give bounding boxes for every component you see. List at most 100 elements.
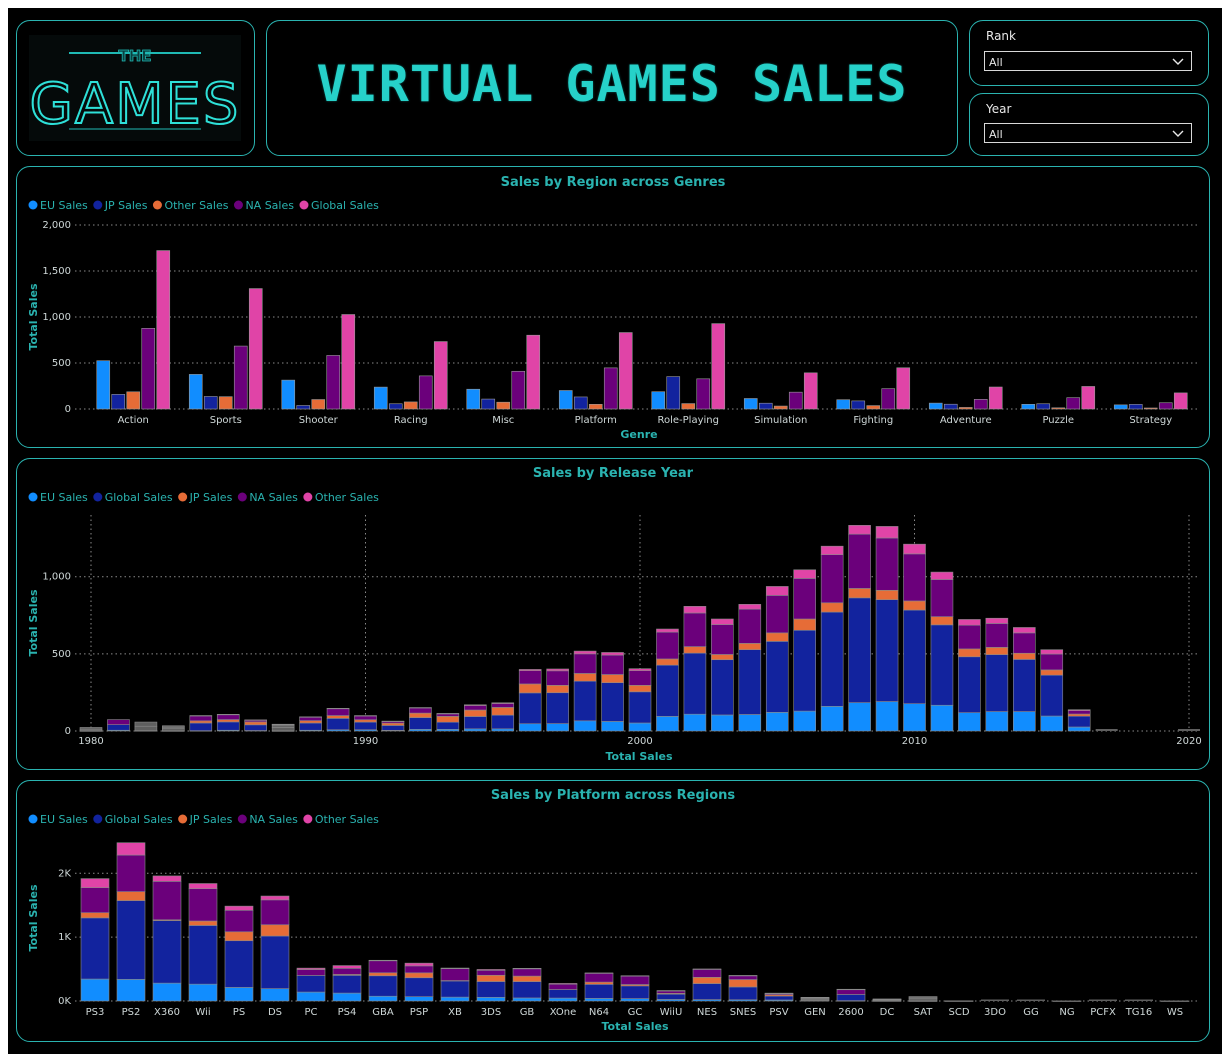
bar-segment[interactable] — [107, 724, 130, 731]
bar-segment[interactable] — [80, 912, 110, 919]
bar-segment[interactable] — [683, 713, 707, 732]
bar-segment[interactable] — [152, 875, 182, 882]
bar-segment[interactable] — [152, 881, 182, 921]
bar-segment[interactable] — [573, 720, 597, 732]
bar-segment[interactable] — [584, 972, 614, 974]
bar-segment[interactable] — [1012, 711, 1036, 732]
bar-segment[interactable] — [584, 998, 614, 1002]
bar[interactable] — [896, 367, 911, 410]
bar[interactable] — [1017, 999, 1045, 1002]
bar-segment[interactable] — [354, 719, 377, 723]
legend-marker[interactable] — [93, 492, 103, 502]
bar-segment[interactable] — [765, 586, 789, 596]
bar-segment[interactable] — [440, 968, 470, 981]
legend-label[interactable]: Global Sales — [105, 813, 173, 826]
bar-segment[interactable] — [224, 909, 254, 933]
bar[interactable] — [958, 407, 973, 410]
bar-segment[interactable] — [409, 717, 432, 730]
bar-segment[interactable] — [601, 652, 624, 656]
bar[interactable] — [418, 375, 433, 410]
bar-segment[interactable] — [985, 711, 1009, 732]
bar[interactable] — [281, 379, 296, 410]
bar-segment[interactable] — [958, 648, 981, 658]
bar-segment[interactable] — [985, 617, 1009, 624]
bar-segment[interactable] — [80, 978, 110, 1002]
bar-segment[interactable] — [381, 720, 405, 722]
bar-segment[interactable] — [436, 716, 460, 723]
bar-segment[interactable] — [738, 714, 762, 732]
bar[interactable] — [96, 360, 111, 410]
bar-segment[interactable] — [875, 589, 899, 601]
bar-segment[interactable] — [765, 712, 789, 732]
bar-segment[interactable] — [368, 972, 398, 977]
bar[interactable] — [1051, 407, 1066, 410]
bar-segment[interactable] — [332, 965, 362, 969]
bar-segment[interactable] — [1012, 652, 1036, 660]
bar-segment[interactable] — [440, 967, 470, 969]
legend-marker[interactable] — [28, 814, 38, 824]
legend-label[interactable]: JP Sales — [189, 813, 233, 826]
bar[interactable] — [773, 405, 788, 410]
year-dropdown[interactable]: All — [984, 123, 1192, 143]
bar-segment[interactable] — [1040, 669, 1064, 676]
bar-segment[interactable] — [848, 588, 871, 599]
bar-segment[interactable] — [1160, 1000, 1190, 1002]
legend-label[interactable]: Global Sales — [105, 491, 173, 504]
bar-segment[interactable] — [1012, 659, 1036, 712]
bar-segment[interactable] — [260, 924, 290, 937]
bar-segment[interactable] — [224, 905, 254, 911]
bar[interactable] — [388, 403, 403, 410]
bar-segment[interactable] — [271, 727, 295, 732]
bar-segment[interactable] — [491, 703, 515, 708]
bar-segment[interactable] — [381, 725, 405, 731]
bar-segment[interactable] — [620, 975, 650, 985]
bar-segment[interactable] — [836, 989, 866, 995]
bar-segment[interactable] — [80, 878, 110, 888]
bar-segment[interactable] — [162, 725, 185, 728]
bar-segment[interactable] — [601, 674, 624, 684]
bar-segment[interactable] — [512, 968, 542, 977]
bar-segment[interactable] — [1040, 653, 1064, 671]
bar-segment[interactable] — [656, 628, 679, 633]
bar-segment[interactable] — [188, 883, 218, 889]
bar-segment[interactable] — [296, 969, 326, 976]
bar[interactable] — [373, 386, 388, 410]
bar-segment[interactable] — [793, 710, 817, 732]
bar[interactable] — [433, 341, 448, 410]
bar-segment[interactable] — [476, 969, 506, 971]
bar-segment[interactable] — [512, 968, 542, 970]
bar-segment[interactable] — [793, 569, 817, 579]
bar-segment[interactable] — [546, 723, 569, 732]
bar-segment[interactable] — [491, 702, 515, 704]
legend-marker[interactable] — [178, 492, 188, 502]
bar-segment[interactable] — [409, 712, 432, 718]
bar-segment[interactable] — [711, 714, 734, 732]
bar-segment[interactable] — [683, 646, 707, 654]
bar-segment[interactable] — [683, 652, 707, 715]
bar-segment[interactable] — [738, 608, 762, 644]
bar-segment[interactable] — [326, 708, 350, 716]
bar-segment[interactable] — [601, 721, 624, 732]
legend-label[interactable]: Other Sales — [315, 813, 379, 826]
bar-segment[interactable] — [548, 997, 578, 1002]
bar-segment[interactable] — [875, 537, 899, 591]
bar-segment[interactable] — [872, 998, 902, 1000]
bar-segment[interactable] — [765, 632, 789, 642]
legend-marker[interactable] — [303, 492, 313, 502]
bar[interactable] — [881, 388, 896, 410]
bar-segment[interactable] — [332, 968, 362, 975]
bar-segment[interactable] — [1012, 627, 1036, 634]
bar[interactable] — [1143, 407, 1158, 410]
bar[interactable] — [481, 398, 496, 410]
bar-segment[interactable] — [1040, 649, 1064, 655]
legend-label[interactable]: NA Sales — [249, 813, 298, 826]
bar-segment[interactable] — [518, 723, 542, 732]
bar-segment[interactable] — [836, 994, 866, 1001]
bar-segment[interactable] — [1067, 710, 1091, 715]
bar-segment[interactable] — [134, 721, 158, 727]
bar[interactable] — [588, 404, 603, 410]
bar[interactable] — [511, 370, 526, 410]
bar-segment[interactable] — [765, 641, 789, 713]
bar[interactable] — [788, 391, 803, 410]
legend-label[interactable]: JP Sales — [104, 199, 148, 212]
